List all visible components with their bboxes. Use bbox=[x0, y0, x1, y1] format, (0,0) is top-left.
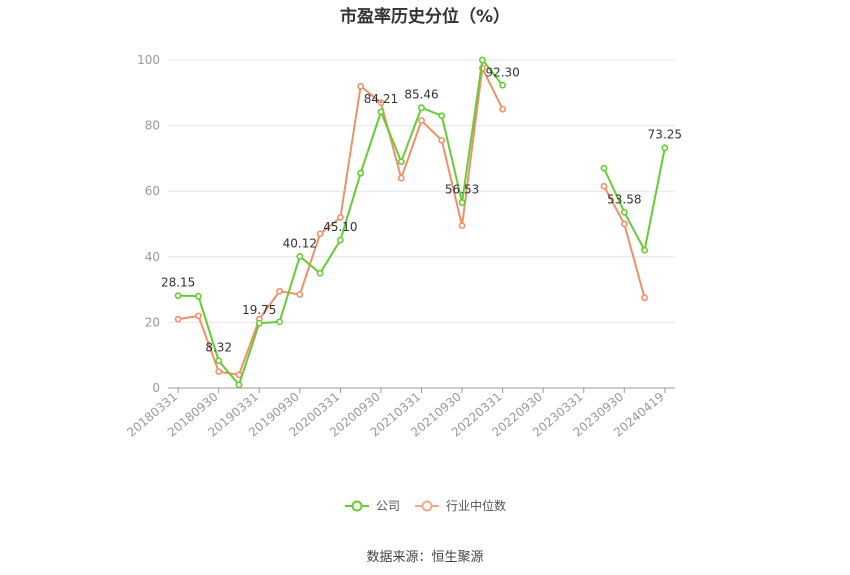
data-point bbox=[296, 291, 304, 298]
data-point bbox=[458, 222, 466, 230]
data-label: 45.10 bbox=[323, 220, 357, 234]
data-point bbox=[397, 174, 405, 182]
data-point bbox=[316, 230, 324, 238]
data-point bbox=[641, 294, 648, 302]
data-source: 数据来源：恒生聚源 bbox=[366, 550, 484, 565]
data-point bbox=[215, 368, 223, 375]
legend-line-icon bbox=[415, 500, 439, 511]
data-point bbox=[215, 357, 223, 365]
data-point bbox=[438, 112, 446, 120]
data-point bbox=[478, 56, 486, 64]
data-point bbox=[377, 108, 385, 116]
data-label: 73.25 bbox=[648, 128, 682, 142]
data-label: 92.30 bbox=[485, 65, 519, 79]
data-point bbox=[336, 214, 344, 221]
data-point bbox=[620, 220, 628, 228]
data-point bbox=[377, 99, 385, 107]
data-label: 8.32 bbox=[205, 341, 232, 355]
chart-title: 市盈率历史分位（%） bbox=[339, 7, 511, 27]
data-point bbox=[357, 169, 365, 177]
data-label: 56.53 bbox=[445, 183, 479, 197]
legend: 公司 行业中位数 bbox=[0, 497, 850, 514]
data-point bbox=[641, 246, 648, 254]
data-point bbox=[174, 315, 182, 323]
data-point bbox=[357, 82, 365, 90]
data-point bbox=[620, 208, 628, 216]
data-label: 28.15 bbox=[161, 276, 195, 290]
data-label: 19.75 bbox=[242, 303, 276, 317]
y-tick-label: 60 bbox=[145, 184, 160, 198]
y-tick-label: 20 bbox=[145, 315, 160, 329]
data-point bbox=[438, 136, 446, 144]
legend-label: 公司 bbox=[375, 499, 400, 513]
data-point bbox=[499, 81, 507, 89]
legend-item-company[interactable]: 公司 bbox=[344, 497, 400, 514]
data-point bbox=[195, 312, 202, 320]
data-label: 84.21 bbox=[364, 92, 398, 106]
data-point bbox=[316, 269, 324, 277]
data-point bbox=[418, 117, 425, 125]
legend-line-icon bbox=[344, 500, 369, 511]
data-point bbox=[418, 104, 425, 112]
data-point bbox=[276, 318, 283, 326]
data-point bbox=[235, 381, 243, 389]
data-point bbox=[336, 236, 344, 244]
data-label: 53.58 bbox=[607, 192, 641, 206]
data-point bbox=[195, 292, 202, 300]
y-tick-label: 80 bbox=[145, 119, 160, 133]
data-label: 85.46 bbox=[404, 88, 438, 102]
data-point bbox=[276, 287, 283, 295]
data-point bbox=[499, 105, 507, 113]
y-tick-label: 40 bbox=[145, 250, 160, 264]
data-point bbox=[458, 199, 466, 206]
data-point bbox=[174, 292, 182, 300]
legend-item-industry-median[interactable]: 行业中位数 bbox=[414, 497, 506, 514]
y-tick-label: 0 bbox=[152, 381, 160, 395]
y-tick-label: 100 bbox=[137, 53, 160, 67]
data-point bbox=[255, 319, 263, 327]
data-point bbox=[600, 182, 608, 190]
data-point bbox=[296, 253, 304, 260]
legend-label: 行业中位数 bbox=[446, 499, 507, 513]
series-line bbox=[603, 147, 666, 252]
data-point bbox=[661, 144, 669, 152]
data-label: 40.12 bbox=[283, 236, 317, 250]
data-point bbox=[600, 164, 608, 172]
data-point bbox=[397, 158, 405, 166]
